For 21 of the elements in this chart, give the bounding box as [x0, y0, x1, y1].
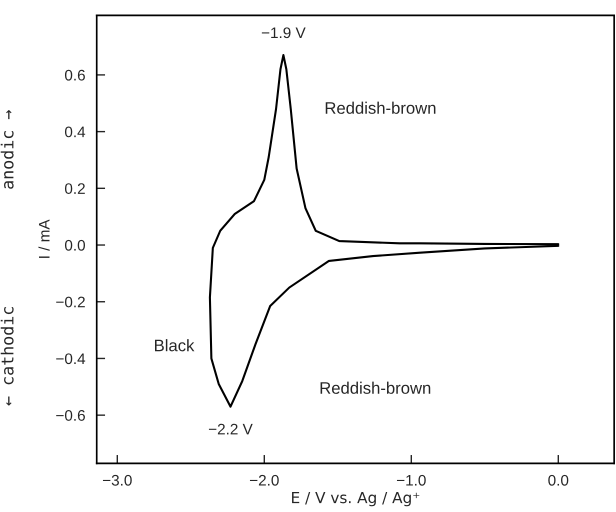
annotation: Reddish-brown [320, 382, 430, 394]
x-tick-label: −1.0 [396, 474, 426, 486]
y-tick-label: −0.4 [56, 353, 86, 364]
y-tick-label: −0.2 [56, 296, 85, 308]
y-axis-title: I / mA [38, 219, 50, 258]
x-tick-label: −3.0 [102, 474, 132, 486]
y-tick-label: 0.2 [64, 183, 85, 194]
annotation: Reddish-brown [326, 102, 436, 114]
y-tick-label: 0.6 [64, 70, 85, 81]
annotation: Black [155, 339, 194, 352]
annotation: −1.9 V [262, 27, 306, 38]
y-tick-label: 0.0 [64, 240, 86, 251]
y-tick-label: 0.4 [64, 126, 86, 138]
text: anodic → [0, 110, 14, 189]
x-axis-title: E / V vs. Ag / Ag⁺ [292, 492, 420, 506]
text: ← cathodic [0, 307, 14, 406]
x-tick-label: 0.0 [548, 474, 568, 486]
y-tick-label: −0.6 [56, 410, 85, 421]
annotation: −2.2 V [208, 424, 253, 434]
line-series [208, 54, 560, 408]
x-tick-label: −2.0 [250, 474, 279, 486]
